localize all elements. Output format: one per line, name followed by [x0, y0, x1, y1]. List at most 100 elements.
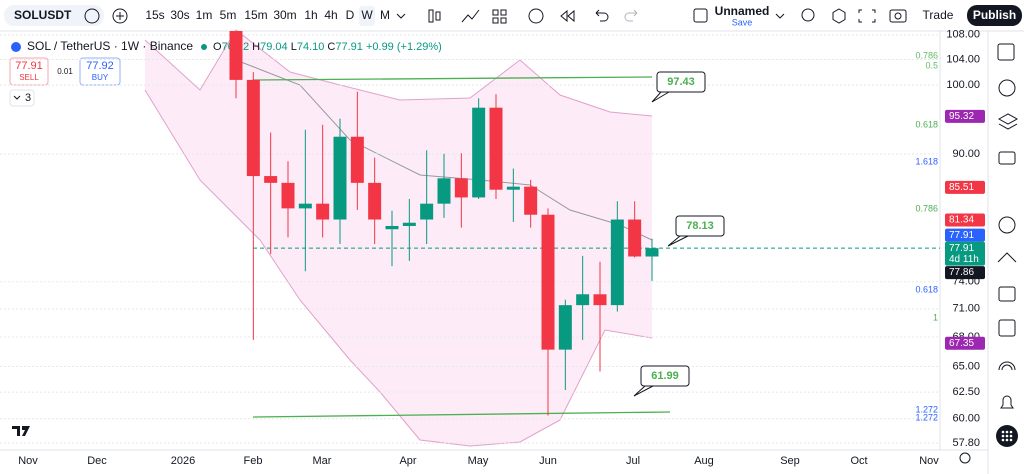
x-tick-label: Mar — [313, 455, 332, 467]
templates-icon[interactable] — [492, 17, 499, 24]
y-tick-label: 60.00 — [952, 413, 980, 425]
save-status[interactable]: Save — [732, 17, 753, 27]
templates-icon[interactable] — [500, 9, 507, 16]
callout-pointer — [667, 235, 689, 247]
price-tag — [945, 266, 985, 280]
trend-line — [252, 76, 653, 81]
candle-body — [246, 79, 260, 177]
calendar-icon[interactable] — [998, 286, 1016, 302]
callout-text: 61.99 — [651, 370, 679, 382]
callout-box — [656, 71, 706, 93]
price-tag-label: 67.35 — [949, 338, 974, 349]
news-icon[interactable] — [998, 319, 1016, 337]
redo-icon[interactable] — [624, 9, 638, 22]
candle-body — [298, 203, 312, 209]
candle-body — [628, 219, 642, 257]
y-tick-label: 108.00 — [946, 29, 980, 41]
x-tick-label: Dec — [87, 455, 107, 467]
price-tag-label: 85.51 — [949, 182, 974, 193]
candle-body — [524, 186, 538, 215]
candles-icon[interactable] — [435, 11, 441, 21]
axis-settings[interactable] — [959, 452, 971, 464]
spread: 0.01 — [57, 67, 73, 76]
publish-label: Publish — [973, 8, 1016, 22]
notifications-icon[interactable] — [1000, 395, 1014, 409]
candle-body — [506, 186, 520, 190]
undo-icon[interactable] — [595, 9, 609, 22]
interval[interactable]: 30s — [170, 8, 189, 22]
interval[interactable]: W — [361, 8, 373, 22]
ohlc-values: O76.92 H79.04 L74.10 C77.91 +0.99 (+1.29… — [213, 41, 442, 53]
candle-body — [472, 107, 486, 198]
quick-search[interactable] — [801, 8, 815, 22]
layout-menu[interactable] — [775, 13, 785, 19]
fib-label: 1 — [933, 312, 938, 322]
snapshot-icon[interactable] — [894, 12, 902, 20]
watchlist-icon[interactable] — [997, 43, 1015, 61]
x-tick-label: Nov — [18, 455, 38, 467]
fib-label: 1.618 — [915, 156, 938, 166]
fib-label: 0.618 — [915, 284, 938, 294]
band-fill — [145, 30, 652, 446]
publish-button[interactable] — [967, 5, 1022, 26]
interval-menu[interactable] — [396, 13, 406, 19]
settings-icon[interactable] — [832, 8, 846, 24]
ohlc-value: 79.04 — [260, 41, 288, 53]
fib-label: 1.272 — [915, 404, 938, 414]
interval[interactable]: 15s — [145, 8, 164, 22]
x-tick-label: Oct — [850, 455, 867, 467]
fib-label: 1.272 — [915, 412, 938, 422]
interval[interactable]: 30m — [273, 8, 296, 22]
ohlc-key: C — [327, 41, 335, 53]
plot — [0, 31, 940, 444]
price-tag-label: 95.32 — [949, 111, 974, 122]
stream-icon[interactable] — [998, 361, 1016, 371]
layout-name[interactable]: Unnamed — [715, 4, 770, 18]
symbol-search[interactable] — [4, 5, 104, 26]
ohlc-value: 74.10 — [297, 41, 325, 53]
x-tick-label: Jun — [539, 455, 557, 467]
indicators-icon[interactable] — [461, 9, 480, 23]
candle-body — [281, 182, 295, 209]
alert-icon[interactable] — [528, 8, 544, 24]
interval[interactable]: M — [380, 8, 390, 22]
trade-button[interactable]: Trade — [923, 8, 954, 22]
alerts-icon[interactable] — [998, 79, 1016, 97]
x-tick-label: Nov — [919, 455, 939, 467]
buy-price: 77.92 — [86, 60, 114, 72]
interval[interactable]: 15m — [244, 8, 267, 22]
band-upper — [144, 29, 653, 117]
y-tick-label: 100.00 — [946, 79, 980, 91]
snapshot-icon[interactable] — [889, 9, 907, 23]
candle-body — [489, 107, 503, 190]
templates-icon[interactable] — [500, 17, 507, 24]
templates-icon[interactable] — [492, 9, 499, 16]
ohlc-value: 77.91 — [335, 41, 363, 53]
fullscreen-icon[interactable] — [858, 9, 876, 23]
watch-icon[interactable] — [84, 8, 100, 24]
candle-body — [350, 136, 364, 183]
interval[interactable]: 4h — [324, 8, 337, 22]
interval[interactable]: 1m — [196, 8, 213, 22]
toolbar-icons — [428, 8, 907, 24]
layers-icon[interactable] — [997, 113, 1019, 130]
interval[interactable]: 5m — [220, 8, 237, 22]
add-symbol[interactable] — [112, 8, 128, 24]
replay-icon[interactable] — [560, 9, 575, 23]
x-tick-label: Aug — [694, 455, 714, 467]
band-lower — [144, 89, 653, 447]
candle-body — [541, 214, 555, 350]
candles-icon[interactable] — [428, 9, 434, 23]
indicators-toggle[interactable] — [9, 89, 35, 107]
ideas-icon[interactable] — [997, 252, 1017, 263]
price-tag-label: 77.86 — [949, 267, 974, 278]
target-icon[interactable] — [998, 216, 1016, 234]
callout-box — [675, 215, 725, 237]
trend-line — [252, 411, 671, 418]
interval[interactable]: 1h — [304, 8, 317, 22]
layout-checkbox[interactable] — [693, 8, 708, 23]
sell-label: SELL — [19, 73, 39, 82]
chat-icon[interactable] — [998, 151, 1016, 165]
interval[interactable]: D — [346, 8, 355, 22]
